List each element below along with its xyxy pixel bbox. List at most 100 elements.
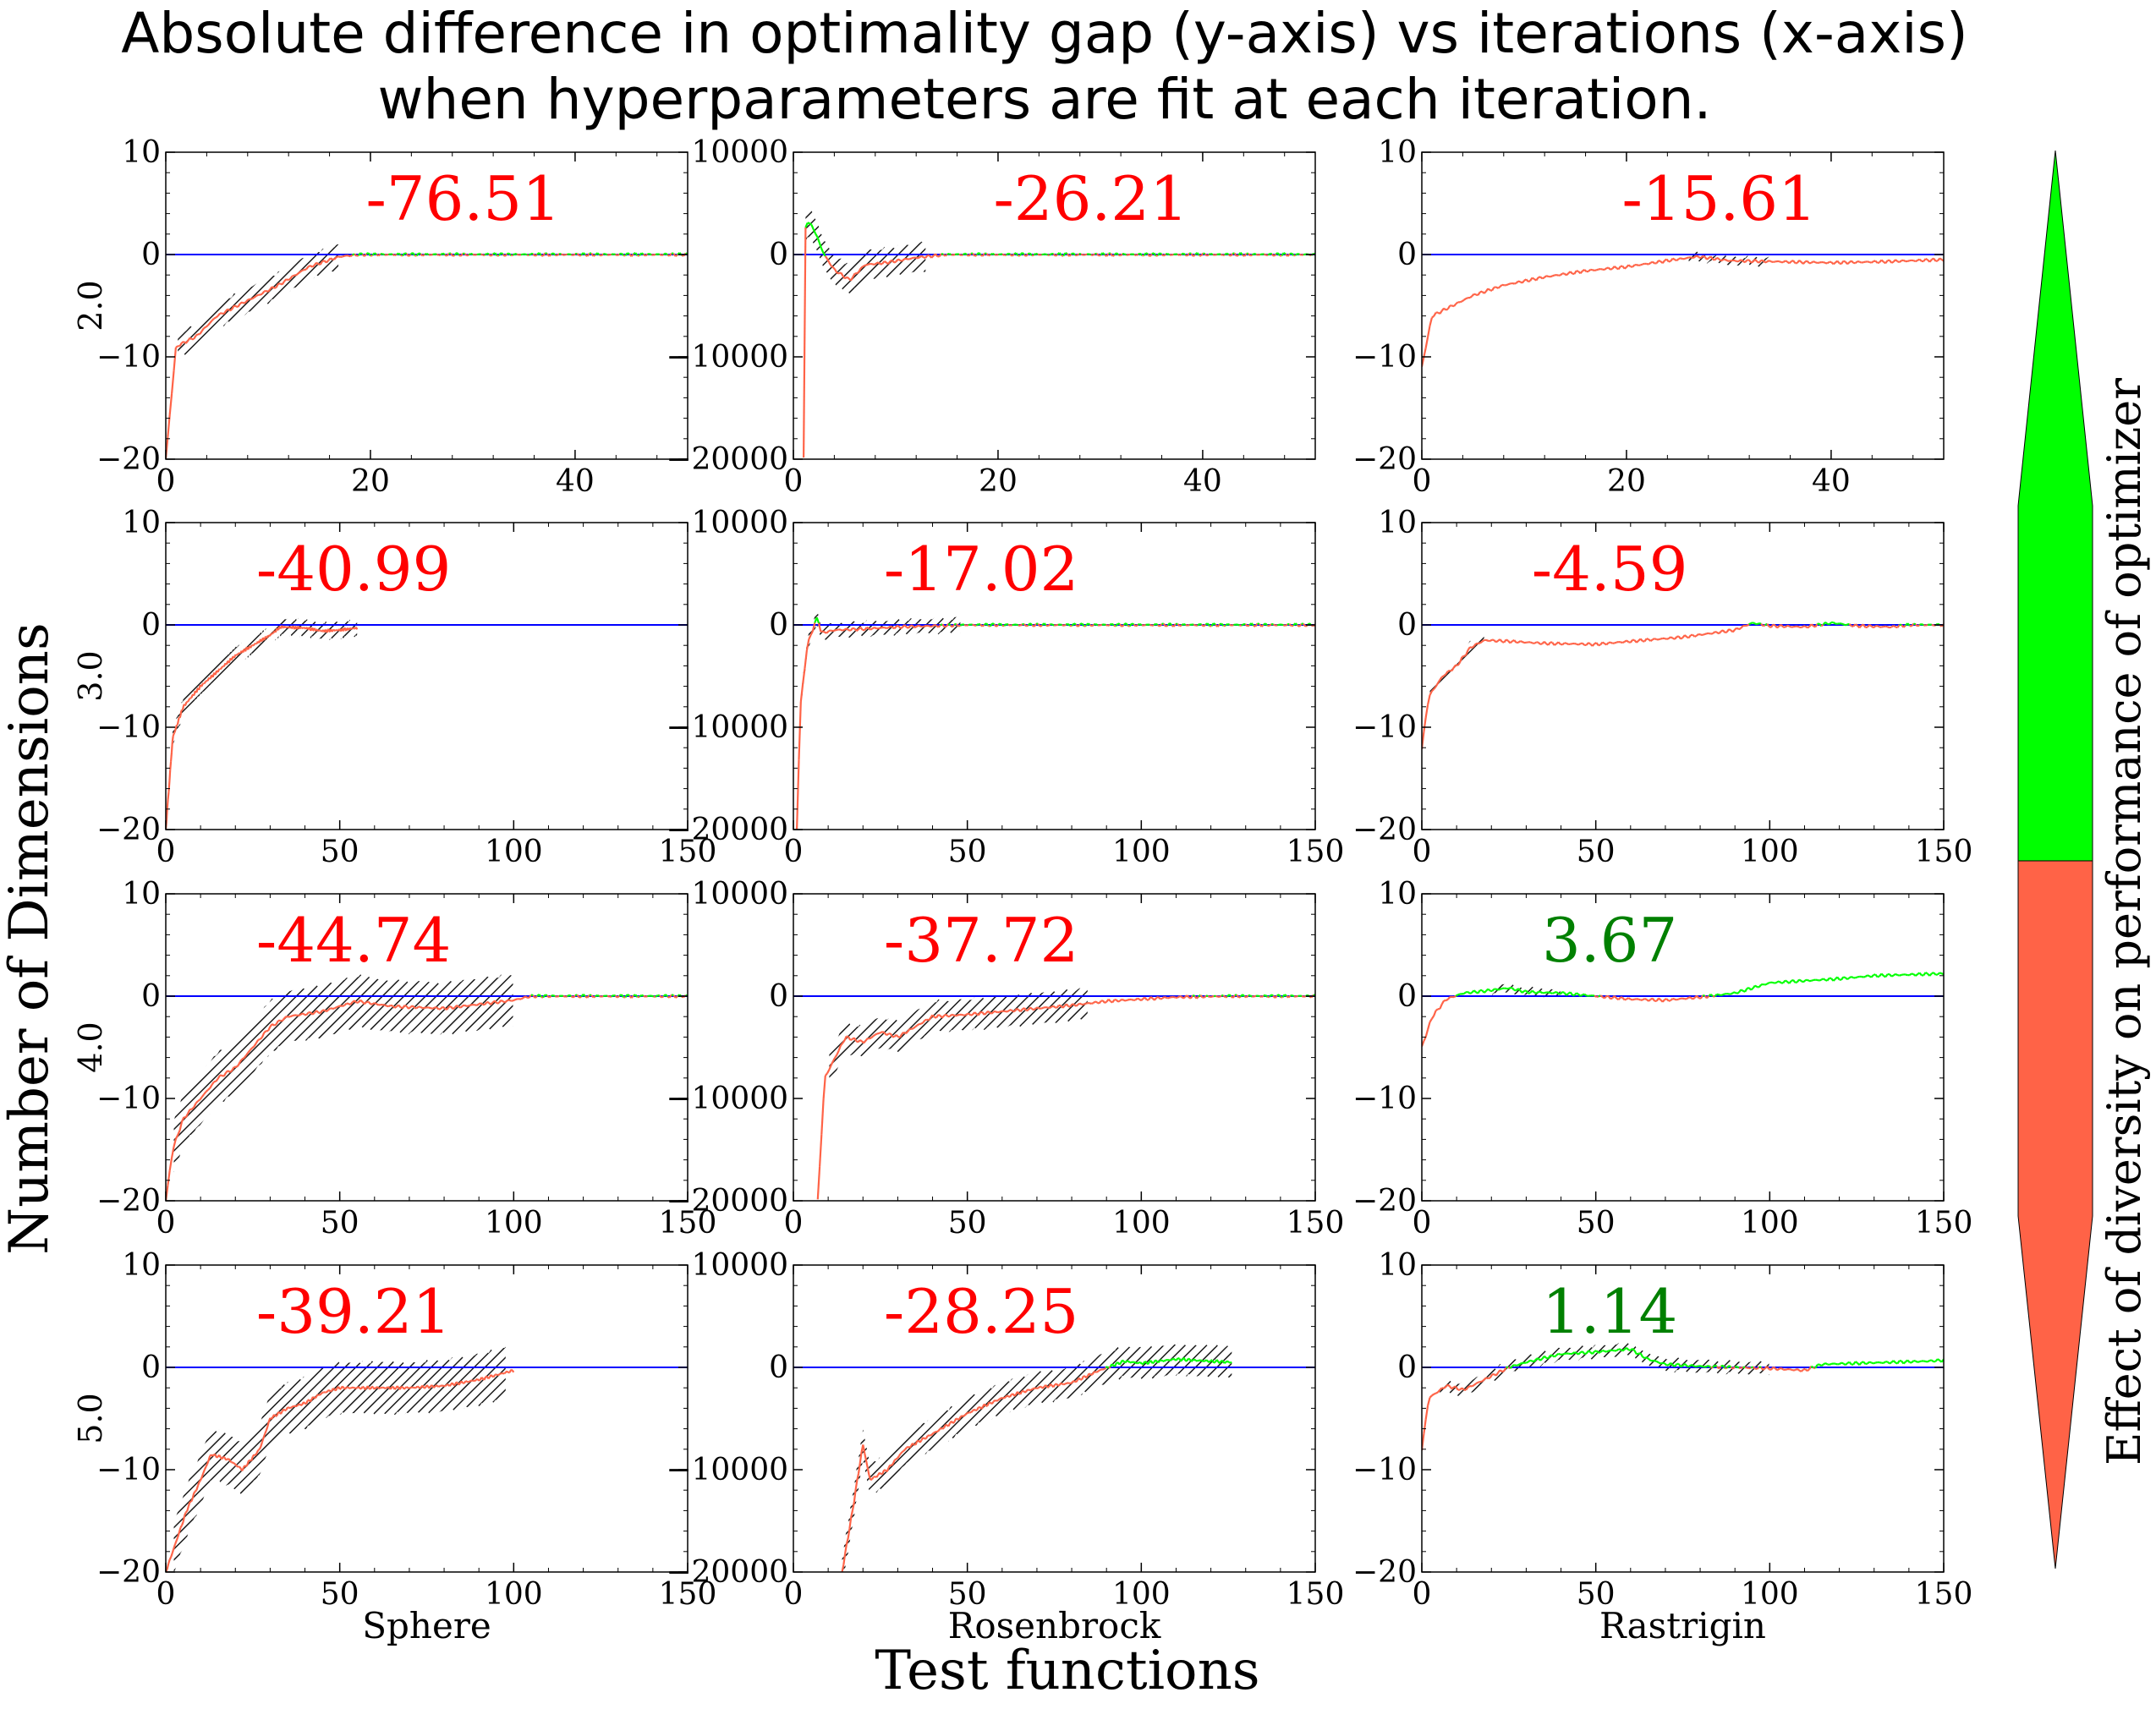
series-segment: [624, 994, 628, 998]
series-segment: [1639, 1352, 1643, 1358]
series-segment: [1861, 1361, 1864, 1364]
series-segment: [315, 1010, 320, 1014]
series-segment: [1775, 981, 1778, 984]
series-segment: [1152, 1361, 1155, 1365]
series-segment: [1788, 260, 1792, 265]
series-segment: [1134, 997, 1138, 1001]
series-segment: [1287, 994, 1292, 999]
series-segment: [1265, 994, 1269, 998]
series-segment: [383, 1387, 387, 1389]
series-segment: [1163, 995, 1166, 999]
series-segment: [824, 255, 828, 260]
series-segment: [1750, 622, 1753, 624]
series-segment: [1461, 299, 1465, 303]
series-segment: [1295, 253, 1298, 256]
series-segment: [1029, 252, 1033, 256]
series-segment: [1681, 1362, 1686, 1367]
series-segment: [251, 644, 254, 647]
series-segment: [881, 260, 886, 265]
series-segment: [343, 1002, 348, 1006]
series-segment: [1045, 1384, 1049, 1389]
series-segment: [822, 630, 826, 633]
series-segment: [1917, 1361, 1920, 1363]
series-segment: [1060, 623, 1062, 627]
series-segment: [1207, 995, 1211, 999]
series-segment: [568, 253, 572, 256]
series-segment: [222, 312, 225, 315]
y-tick-label: −10: [96, 1453, 161, 1487]
series-segment: [943, 1424, 946, 1429]
series-segment: [1005, 1010, 1008, 1013]
series-segment: [1270, 994, 1274, 997]
series-segment: [1142, 1361, 1146, 1365]
series-segment: [1846, 977, 1851, 981]
series-segment: [1160, 1359, 1164, 1362]
series-segment: [496, 1373, 500, 1377]
series-segment: [1531, 277, 1535, 280]
series-segment: [1163, 1359, 1166, 1362]
series-segment: [1459, 656, 1463, 663]
series-segment: [275, 283, 279, 288]
series-segment: [211, 1454, 215, 1457]
series-segment: [1519, 281, 1523, 284]
series-segment: [1461, 1387, 1465, 1391]
series-segment: [873, 1475, 875, 1478]
series-segment: [601, 253, 605, 257]
series-segment: [1678, 257, 1681, 260]
series-segment: [1740, 259, 1744, 262]
series-segment: [1814, 261, 1818, 265]
series-segment: [945, 1423, 947, 1427]
series-segment: [552, 994, 556, 998]
series-segment: [270, 633, 273, 635]
series-segment: [209, 677, 211, 680]
series-segment: [1865, 1362, 1868, 1366]
series-segment: [1731, 628, 1736, 633]
series-segment: [398, 1386, 403, 1390]
series-segment: [1633, 1350, 1638, 1356]
series-segment: [1769, 1368, 1772, 1371]
series-segment: [184, 1512, 187, 1516]
series-segment: [355, 627, 359, 630]
series-segment: [203, 1466, 207, 1471]
series-segment: [253, 1454, 256, 1457]
series-segment: [634, 252, 639, 257]
series-segment: [1720, 629, 1724, 633]
series-segment: [1658, 638, 1661, 641]
series-segment: [1764, 983, 1768, 986]
series-segment: [1870, 260, 1874, 264]
series-segment: [1626, 639, 1630, 644]
series-segment: [1236, 994, 1240, 999]
series-segment: [853, 1037, 857, 1042]
x-tick-label: 100: [1112, 1206, 1171, 1241]
series-segment: [310, 1011, 314, 1016]
series-segment: [612, 253, 616, 256]
series-segment: [1035, 252, 1039, 255]
series-segment: [1819, 261, 1822, 264]
series-segment: [1424, 704, 1429, 718]
series-segment: [1646, 1356, 1649, 1360]
series-segment: [994, 1399, 997, 1402]
series-segment: [1155, 622, 1159, 627]
series-segment: [606, 994, 610, 998]
series-segment: [1105, 623, 1109, 627]
series-segment: [579, 254, 582, 257]
series-segment: [1224, 252, 1227, 256]
series-segment: [428, 1385, 432, 1389]
series-segment: [1911, 1360, 1915, 1364]
series-segment: [1041, 622, 1045, 627]
series-segment: [1489, 1373, 1494, 1378]
y-tick-label: 0: [1397, 979, 1417, 1014]
series-segment: [1582, 993, 1585, 996]
series-segment: [1817, 1363, 1820, 1367]
series-segment: [1208, 252, 1212, 256]
annotation-value: -44.74: [256, 905, 451, 976]
series-segment: [844, 627, 848, 631]
series-segment: [1700, 255, 1704, 260]
series-segment: [166, 799, 169, 810]
series-segment: [279, 626, 283, 629]
x-tick-label: 150: [1915, 835, 1973, 869]
series-segment: [1884, 260, 1889, 265]
series-segment: [168, 1556, 173, 1560]
series-segment: [1070, 1380, 1074, 1384]
